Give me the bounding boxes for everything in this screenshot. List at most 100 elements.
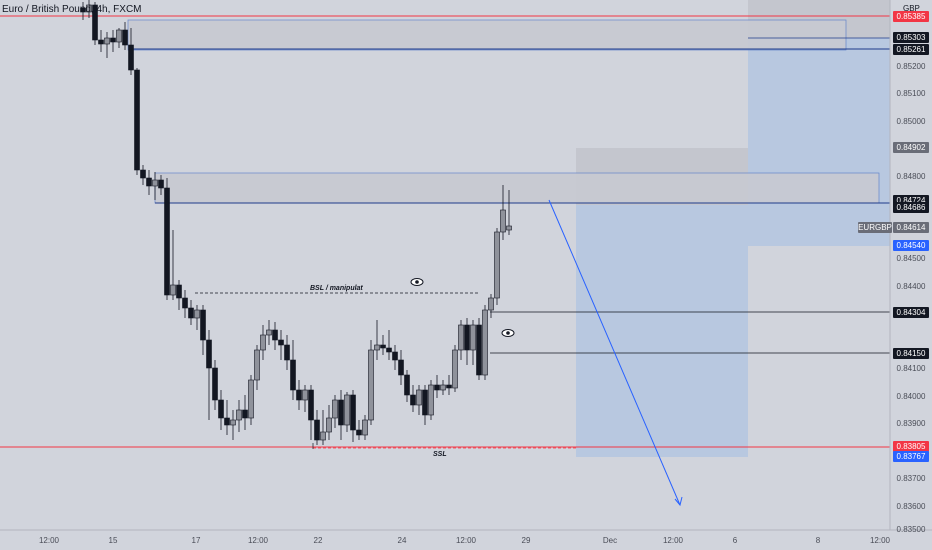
time-label: 12:00: [662, 536, 684, 545]
candle-body: [80, 7, 86, 13]
eye-icon[interactable]: [501, 329, 515, 337]
candle-body: [104, 37, 110, 45]
price-label: 0.84500: [896, 254, 926, 263]
price-label: 0.84000: [896, 392, 926, 401]
candle-body: [452, 349, 458, 389]
candle-body: [284, 344, 290, 361]
candle-body: [116, 29, 122, 43]
candle-body: [266, 329, 272, 336]
candle-body: [98, 39, 104, 45]
order-block-upper[interactable]: [127, 19, 847, 51]
candlestick-series[interactable]: [80, 0, 512, 445]
candle-body: [404, 374, 410, 396]
candle-body: [236, 409, 242, 421]
price-marker-84724[interactable]: 0.84724: [893, 195, 929, 206]
candle-body: [188, 307, 194, 319]
candle-body: [224, 417, 230, 426]
time-label: 12:00: [247, 536, 269, 545]
symbol-tag[interactable]: EURGBP: [858, 222, 892, 233]
upper-short-target-zone[interactable]: [748, 38, 890, 246]
price-marker-85385[interactable]: 0.85385: [893, 11, 929, 22]
price-label: 0.84100: [896, 364, 926, 373]
candle-body: [374, 344, 380, 351]
time-label: 12:00: [869, 536, 891, 545]
price-marker-84150[interactable]: 0.84150: [893, 348, 929, 359]
candle-body: [248, 379, 254, 419]
time-label: 17: [191, 536, 201, 545]
candle-body: [362, 419, 368, 436]
price-label: 0.83500: [896, 525, 926, 534]
candle-body: [110, 37, 116, 43]
candle-body: [206, 339, 212, 369]
candle-body: [278, 339, 284, 346]
candle-body: [194, 309, 200, 319]
candle-body: [314, 419, 320, 441]
candle-body: [350, 394, 356, 431]
time-label: 12:00: [38, 536, 60, 545]
candle-body: [458, 324, 464, 351]
candle-body: [86, 4, 92, 13]
price-marker-83805[interactable]: 0.83805: [893, 441, 929, 452]
bsl-label: BSL / manipulat: [310, 285, 363, 292]
candle-body: [170, 284, 176, 296]
candle-body: [434, 384, 440, 391]
eye-icon[interactable]: [410, 278, 424, 286]
candle-body: [482, 309, 488, 376]
candle-body: [494, 231, 500, 299]
candle-body: [440, 384, 446, 391]
candle-body: [302, 389, 308, 401]
candle-body: [428, 384, 434, 416]
price-label: 0.84400: [896, 282, 926, 291]
candle-body: [410, 394, 416, 406]
candle-body: [416, 389, 422, 406]
time-label: 29: [521, 536, 531, 545]
projection-arrowhead: [674, 496, 683, 507]
price-marker-84614[interactable]: 0.84614: [893, 222, 929, 233]
candle-body: [242, 409, 248, 419]
candle-body: [254, 349, 260, 381]
price-label: 0.84800: [896, 172, 926, 181]
chart-title: Euro / British Pound, 4h, FXCM: [2, 4, 142, 15]
candle-body: [128, 44, 134, 71]
candle-body: [212, 367, 218, 401]
price-marker-83767[interactable]: 0.83767: [893, 451, 929, 462]
candle-body: [296, 389, 302, 401]
candle-body: [134, 69, 140, 171]
candle-body: [308, 389, 314, 421]
candle-body: [422, 389, 428, 416]
candle-body: [488, 297, 494, 311]
projection-arrow[interactable]: [548, 199, 681, 506]
price-marker-85261[interactable]: 0.85261: [893, 44, 929, 55]
candle-body: [182, 297, 188, 309]
candle-body: [320, 431, 326, 441]
price-marker-84902[interactable]: 0.84902: [893, 142, 929, 153]
candle-body: [218, 399, 224, 419]
price-marker-84686[interactable]: 0.84686: [893, 202, 929, 213]
candle-body: [140, 169, 146, 179]
time-label: 15: [108, 536, 118, 545]
ssl-label: SSL: [433, 451, 447, 458]
price-label: 0.85200: [896, 62, 926, 71]
candle-body: [338, 399, 344, 426]
price-label: 0.85000: [896, 117, 926, 126]
candle-body: [356, 429, 362, 436]
candle-body: [122, 29, 128, 46]
candle-body: [92, 4, 98, 41]
candle-body: [506, 225, 512, 231]
candle-body: [152, 179, 158, 187]
candle-body: [380, 344, 386, 349]
order-block-mid[interactable]: [154, 172, 880, 204]
price-marker-84540[interactable]: 0.84540: [893, 240, 929, 251]
candle-body: [344, 394, 350, 426]
candle-body: [230, 419, 236, 426]
price-label: 0.85100: [896, 89, 926, 98]
candle-body: [200, 309, 206, 341]
price-marker-84304[interactable]: 0.84304: [893, 307, 929, 318]
price-marker-85303[interactable]: 0.85303: [893, 32, 929, 43]
candle-body: [176, 284, 182, 299]
candle-body: [386, 347, 392, 353]
short-position-target-zone[interactable]: [576, 205, 748, 457]
candle-body: [290, 359, 296, 391]
time-label: Dec: [602, 536, 618, 545]
